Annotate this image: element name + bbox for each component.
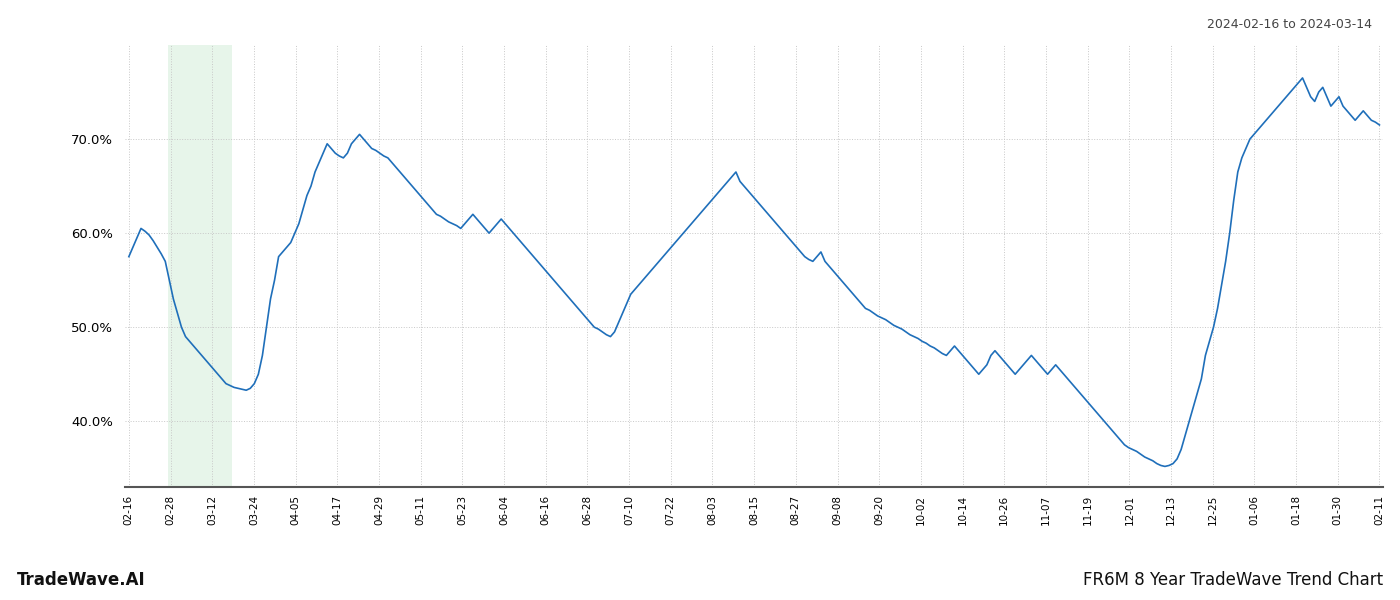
Bar [168, 45, 232, 487]
Text: 2024-02-16 to 2024-03-14: 2024-02-16 to 2024-03-14 [1207, 18, 1372, 31]
Text: TradeWave.AI: TradeWave.AI [17, 571, 146, 589]
Text: FR6M 8 Year TradeWave Trend Chart: FR6M 8 Year TradeWave Trend Chart [1084, 571, 1383, 589]
